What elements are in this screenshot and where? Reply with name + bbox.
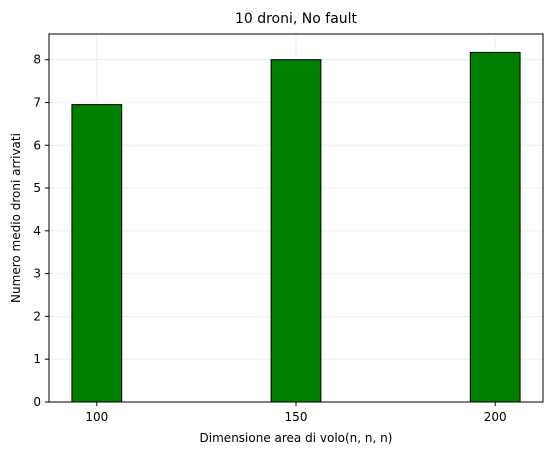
bar-150 [271, 60, 321, 402]
x-axis-label: Dimensione area di volo(n, n, n) [200, 431, 393, 445]
y-tick-label-7: 7 [33, 95, 41, 109]
y-tick-label-3: 3 [33, 267, 41, 281]
bar-200 [470, 52, 520, 402]
x-tick-label-1: 150 [285, 410, 308, 424]
y-tick-label-0: 0 [33, 395, 41, 409]
y-tick-label-5: 5 [33, 181, 41, 195]
y-axis-label: Numero medio droni arrivati [9, 133, 23, 303]
y-tick-label-2: 2 [33, 309, 41, 323]
y-tick-label-1: 1 [33, 352, 41, 366]
y-tick-label-4: 4 [33, 224, 41, 238]
x-tick-label-2: 200 [484, 410, 507, 424]
y-tick-label-8: 8 [33, 53, 41, 67]
bar-100 [72, 105, 122, 402]
bars [72, 52, 520, 402]
chart-title: 10 droni, No fault [235, 11, 358, 27]
x-tick-label-0: 100 [85, 410, 108, 424]
y-tick-label-6: 6 [33, 138, 41, 152]
